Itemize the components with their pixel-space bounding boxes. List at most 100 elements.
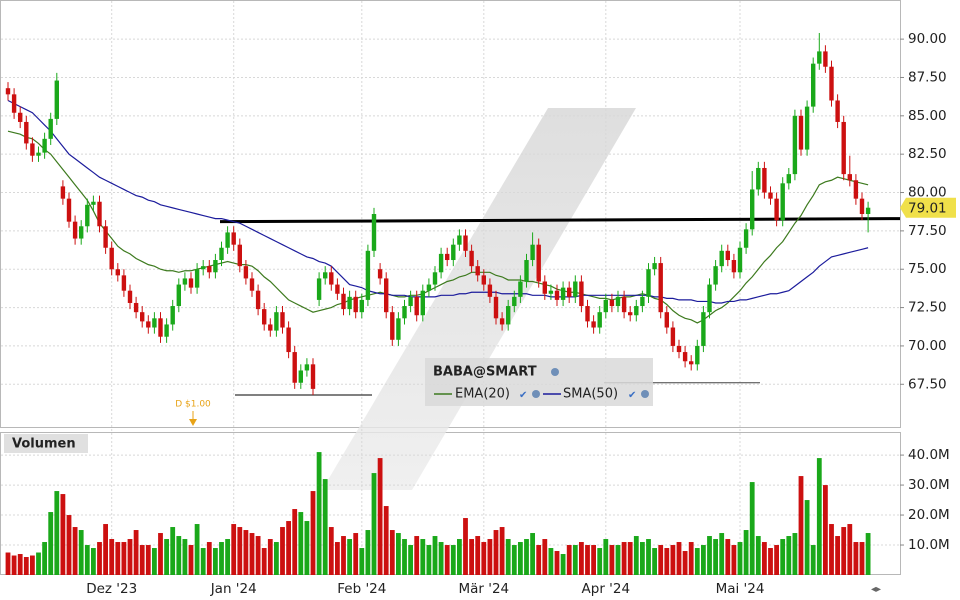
volume-bar — [847, 524, 853, 575]
candle-body — [524, 260, 529, 282]
candle-body — [127, 290, 133, 303]
volume-bar — [371, 473, 377, 575]
volume-bar — [438, 542, 444, 575]
candle-body — [713, 266, 718, 285]
legend-box — [425, 358, 653, 406]
candle-body — [194, 269, 200, 288]
volume-bar — [524, 539, 529, 575]
volume-bar — [188, 545, 194, 575]
volume-bar — [859, 542, 865, 575]
candle-body — [847, 174, 852, 181]
volume-bar — [505, 539, 511, 575]
y-tick-label: 72.50 — [908, 300, 947, 316]
volume-bar — [121, 542, 127, 575]
volume-bar — [194, 524, 200, 575]
dividend-arrow-head — [189, 419, 197, 426]
candle-body — [359, 299, 364, 313]
check-icon[interactable]: ✔ — [519, 390, 527, 401]
volume-bar — [469, 539, 474, 575]
candle-body — [536, 244, 541, 282]
candle-body — [853, 180, 859, 199]
volume-bar — [389, 530, 395, 575]
volume-bar — [670, 545, 676, 575]
volume-bar — [536, 545, 542, 575]
candle-body — [865, 207, 871, 214]
candle-body — [109, 247, 114, 270]
volume-bar — [475, 536, 481, 575]
volume-bar — [823, 485, 828, 575]
settings-icon[interactable] — [641, 390, 649, 398]
candle-body — [310, 364, 316, 389]
volume-bar — [804, 500, 810, 575]
y-tick-label: 20.0M — [908, 507, 950, 523]
candle-body — [506, 306, 511, 325]
x-tick-label: Mai '24 — [716, 581, 765, 597]
candle-body — [487, 284, 493, 297]
candle-body — [609, 299, 615, 307]
candle-body — [213, 260, 218, 273]
x-tick-label: Apr '24 — [582, 581, 631, 597]
volume-bar — [701, 545, 706, 575]
candle-body — [85, 204, 90, 227]
y-tick-label: 82.50 — [908, 146, 947, 162]
volume-bar — [78, 530, 84, 575]
volume-bar — [237, 527, 243, 575]
candle-body — [5, 88, 11, 95]
candle-body — [542, 281, 547, 294]
volume-bar — [615, 545, 621, 575]
volume-bar — [597, 548, 603, 575]
volume-bar — [274, 542, 279, 575]
volume-bar — [743, 530, 749, 575]
candle-body — [304, 364, 310, 371]
candle-body — [30, 143, 35, 156]
settings-icon[interactable] — [551, 368, 559, 376]
scroll-arrow[interactable]: ◂▸ — [871, 584, 881, 595]
candle-body — [689, 361, 694, 365]
volume-bar — [682, 551, 688, 575]
check-icon[interactable]: ✔ — [628, 390, 636, 401]
candle-body — [103, 226, 108, 248]
volume-bar — [499, 527, 505, 575]
y-tick-label: 10.0M — [908, 537, 950, 553]
volume-bar — [84, 545, 90, 575]
volume-bar — [865, 533, 871, 575]
candle-body — [268, 324, 273, 331]
volume-bar — [231, 524, 237, 575]
candle-body — [152, 318, 157, 328]
volume-bar — [347, 539, 352, 575]
volume-bar — [164, 539, 169, 575]
volume-bar — [402, 539, 407, 575]
candle-body — [567, 287, 572, 297]
volume-bar — [835, 536, 840, 575]
candle-body — [774, 198, 779, 221]
volume-bar — [792, 533, 798, 575]
settings-icon[interactable] — [532, 390, 540, 398]
volume-bar — [591, 545, 596, 575]
volume-bar — [633, 536, 639, 575]
volume-bar — [652, 548, 657, 575]
volume-bar — [646, 539, 651, 575]
volume-bar — [200, 548, 206, 575]
volume-bar — [383, 506, 389, 575]
candle-body — [414, 296, 419, 316]
volume-bar — [103, 524, 108, 575]
candle-body — [292, 352, 297, 383]
candle-body — [66, 198, 72, 222]
candle-body — [750, 189, 755, 230]
candle-body — [146, 321, 151, 328]
candle-body — [512, 296, 517, 307]
candle-body — [475, 266, 480, 276]
volume-bar — [316, 452, 322, 575]
volume-bar — [280, 527, 285, 575]
volume-bar — [481, 542, 487, 575]
volume-bar — [694, 548, 700, 575]
volume-bar — [72, 527, 78, 575]
candle-body — [664, 312, 669, 328]
volume-bar — [853, 542, 859, 575]
candle-body — [377, 269, 383, 279]
volume-bar — [579, 542, 584, 575]
candle-body — [682, 352, 688, 362]
volume-bar — [609, 545, 615, 575]
x-tick-label: Jan '24 — [210, 581, 257, 597]
volume-bar — [768, 548, 773, 575]
